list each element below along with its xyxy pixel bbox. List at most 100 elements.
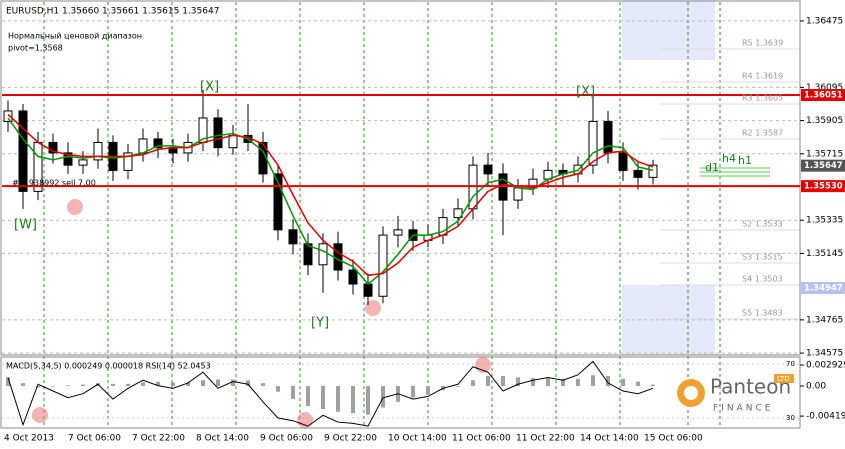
candle-body [618, 152, 628, 171]
pivot-label: R2 1.3587 [742, 129, 783, 138]
price-marker [801, 180, 845, 193]
macd-bar [561, 378, 565, 387]
macd-bar [141, 382, 145, 387]
candle-body [228, 134, 238, 149]
macd-bar [486, 375, 490, 387]
y-tick-label: 1.34575 [806, 349, 843, 359]
candle-body [393, 229, 403, 236]
macd-bar [21, 383, 25, 387]
macd-bar [546, 378, 550, 387]
macd-bar [381, 386, 385, 408]
macd-bar [291, 386, 295, 399]
macd-bar [126, 383, 130, 387]
macd-bar [516, 377, 520, 387]
macd-bar [411, 386, 415, 398]
x-tick-label: 9 Oct 22:00 [324, 434, 377, 444]
candle-body [648, 164, 658, 178]
x-tick-label: 9 Oct 06:00 [260, 434, 313, 444]
y-tick-label: 1.36095 [806, 83, 843, 93]
highlight [67, 199, 83, 215]
note: pivot=1,3568 [8, 44, 63, 53]
x-tick-label: 7 Oct 06:00 [68, 434, 121, 444]
logo-badge [774, 374, 794, 383]
annotation: d1 [705, 161, 719, 174]
macd-bar [156, 381, 160, 387]
x-tick-label: 10 Oct 14:00 [388, 434, 447, 444]
main-frame [0, 0, 801, 356]
price-marker [801, 89, 845, 102]
macd-bar [111, 383, 115, 387]
x-tick-label: 15 Oct 06:00 [644, 434, 703, 444]
chart-title: EURUSD,H1 1.35660 1.35661 1.35615 1.3564… [6, 7, 219, 17]
macd-bar [366, 386, 370, 415]
macd-bar [261, 383, 265, 387]
candle-body [378, 234, 388, 297]
candle-body [123, 152, 133, 171]
candle-body [78, 159, 88, 166]
candle-body [333, 243, 343, 271]
y-tick-label: 1.35905 [806, 116, 843, 126]
macd-bar [471, 380, 475, 387]
macd-bar [351, 386, 355, 414]
x-tick-label: 14 Oct 14:00 [580, 434, 639, 444]
sub-frame [0, 356, 801, 429]
macd-bar [606, 375, 610, 387]
macd-bar [276, 386, 280, 392]
highlight [32, 407, 48, 423]
y-tick-label: 0.002929 [806, 361, 845, 371]
candle-body [63, 152, 73, 166]
candle-body [588, 120, 598, 166]
macd-bar [216, 379, 220, 387]
highlight [297, 412, 313, 428]
annotation: [W] [14, 218, 37, 233]
candle-body [273, 173, 283, 231]
y-tick-label: 1.35335 [806, 216, 843, 226]
annotation: [Y] [311, 316, 329, 331]
macd-bar [186, 382, 190, 387]
y-tick-label: 1.34765 [806, 315, 843, 325]
moving-average [7, 113, 654, 277]
logo-sub: FINANCE [713, 404, 773, 414]
rsi-line [7, 360, 654, 427]
logo-icon [684, 386, 698, 400]
macd-bar [336, 386, 340, 412]
macd-bar [36, 386, 40, 388]
annotation: h4 [722, 152, 736, 165]
price-marker-label: 1.35647 [804, 161, 843, 171]
candle-body [318, 243, 328, 266]
logo-badge-text: LTD [777, 375, 790, 383]
pivot-label: R4 1.3619 [742, 72, 783, 81]
sub-title: MACD(5,34,5) 0.000249 0.000018 RSI(14) 5… [6, 362, 211, 371]
candle-body [363, 283, 373, 297]
range-zone [622, 0, 715, 60]
candle-body [303, 243, 313, 266]
macd-bar [306, 386, 310, 407]
macd-bar [621, 378, 625, 387]
macd-bar [576, 378, 580, 387]
candle-body [93, 141, 103, 161]
macd-bar [231, 379, 235, 387]
price-marker-label: 1.35530 [804, 182, 843, 192]
x-tick-label: 4 Oct 2013 [4, 434, 54, 444]
highlight [365, 300, 381, 316]
candle-body [348, 269, 358, 285]
rsi-tick-label: 30 [786, 414, 795, 422]
rsi-tick-label: 70 [786, 360, 795, 368]
macd-bar [171, 382, 175, 387]
pivot-label: R3 1.3605 [742, 94, 783, 103]
logo: Panteon FINANCE LTD [677, 374, 794, 414]
x-tick-label: 11 Oct 06:00 [452, 434, 511, 444]
macd-bar [531, 378, 535, 387]
annotation: h1 [738, 154, 752, 167]
y-tick-label: 1.35715 [806, 149, 843, 159]
macd-bar [456, 386, 460, 387]
candle-body [3, 110, 13, 122]
pivot-label: S5 1.3483 [742, 309, 783, 318]
candle-body [18, 110, 28, 192]
macd-bar [426, 386, 430, 395]
macd-bar [246, 380, 250, 387]
candle-body [48, 141, 58, 154]
